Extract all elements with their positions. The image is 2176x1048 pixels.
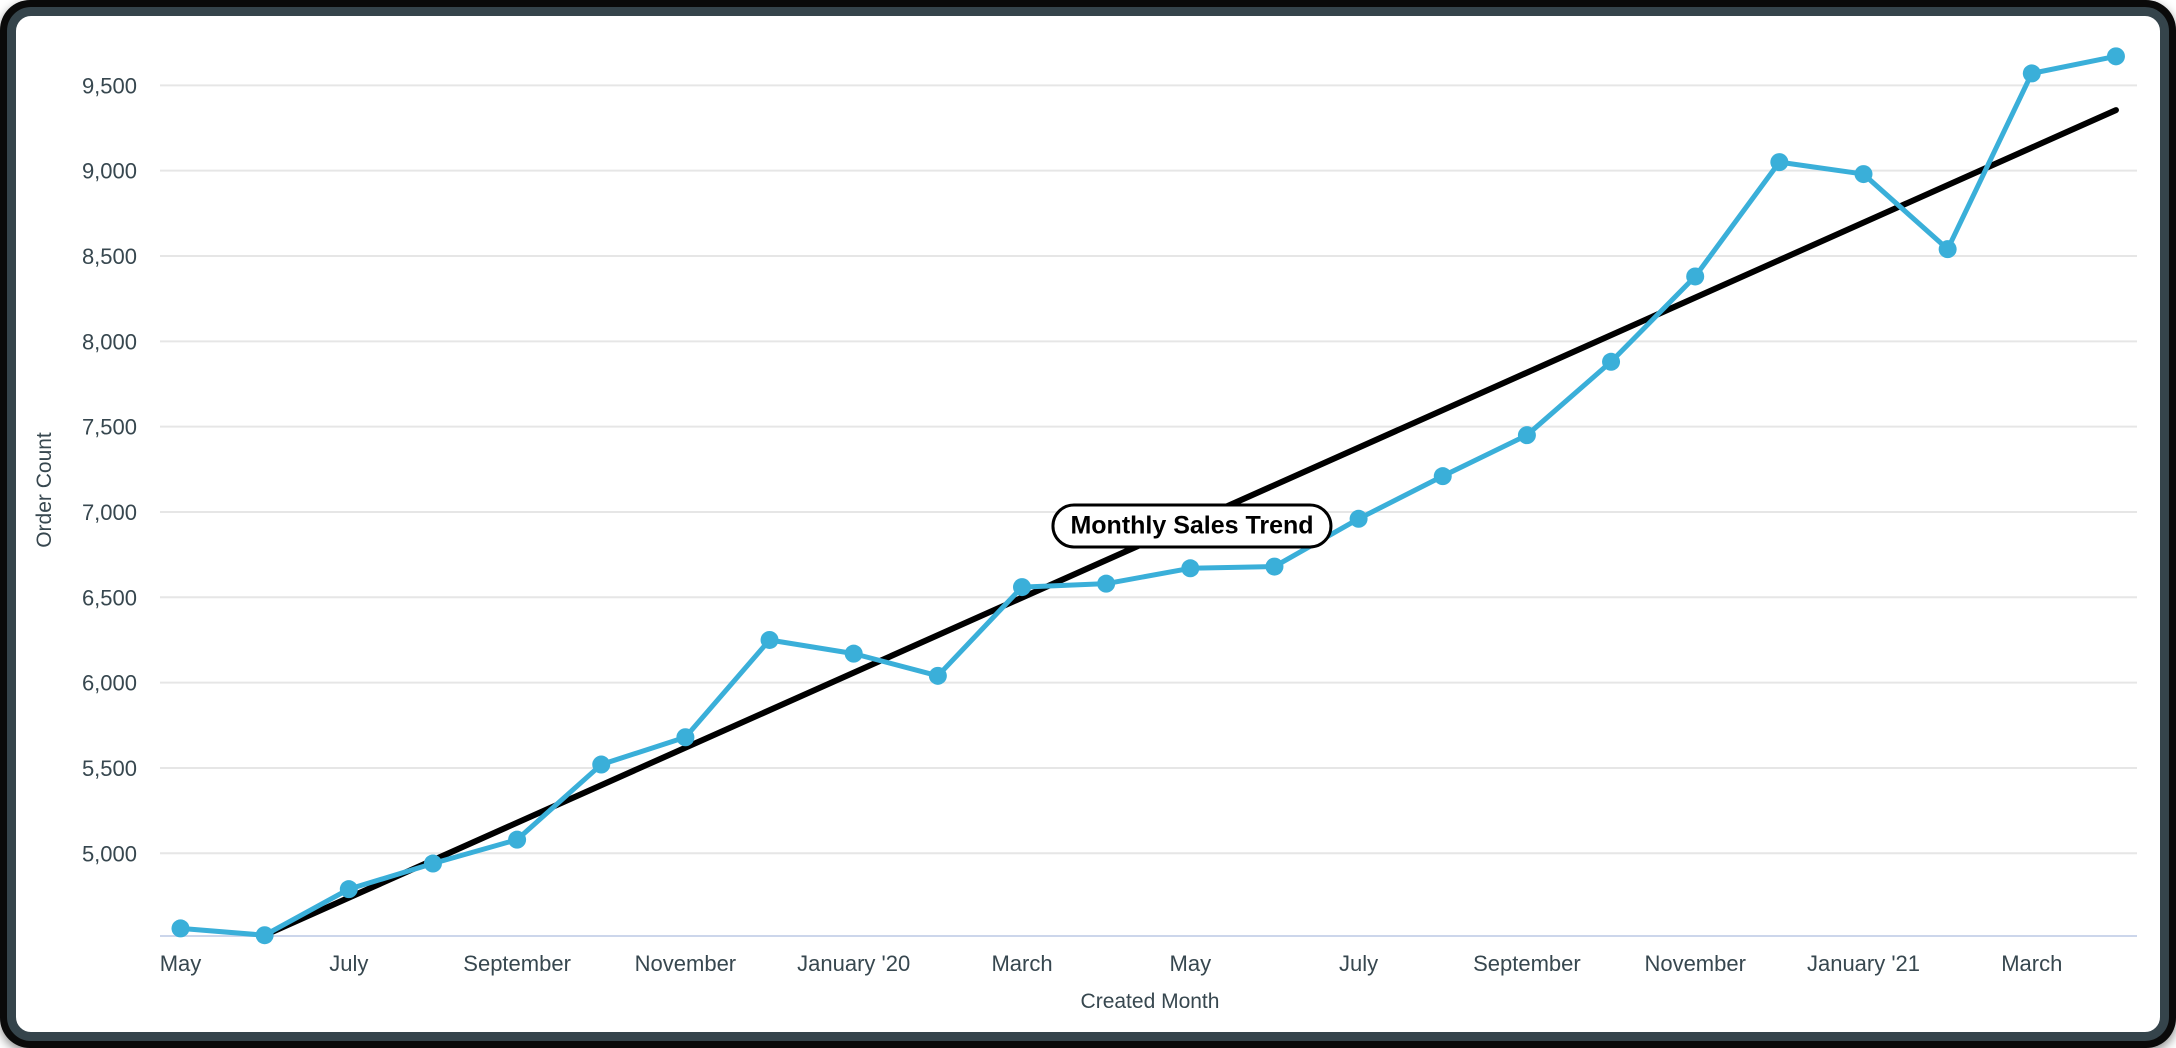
data-point[interactable] [1349, 509, 1368, 528]
x-tick-label: September [463, 951, 571, 976]
data-point[interactable] [1013, 578, 1031, 597]
y-tick-label: 7,000 [82, 500, 137, 525]
y-tick-label: 8,500 [82, 244, 137, 269]
x-tick-label: March [991, 951, 1052, 976]
data-point[interactable] [2022, 64, 2041, 83]
x-axis-title: Created Month [1080, 990, 1220, 1013]
y-axis-title: Order Count [33, 432, 56, 548]
data-point[interactable] [1686, 267, 1705, 286]
data-point[interactable] [339, 880, 358, 899]
data-point[interactable] [1938, 240, 1957, 259]
y-tick-label: 9,500 [82, 73, 137, 98]
data-point[interactable] [844, 644, 863, 663]
x-tick-label: July [1339, 951, 1378, 976]
data-point[interactable] [1517, 426, 1536, 445]
y-tick-label: 5,000 [82, 841, 137, 866]
data-point[interactable] [760, 630, 779, 649]
data-point[interactable] [423, 854, 442, 873]
data-point[interactable] [1602, 352, 1621, 371]
data-point[interactable] [592, 755, 611, 774]
data-point[interactable] [1097, 574, 1116, 593]
data-point[interactable] [2106, 47, 2125, 66]
data-point[interactable] [255, 926, 274, 945]
x-tick-label: November [1644, 951, 1745, 976]
y-tick-label: 8,000 [82, 329, 137, 354]
data-point[interactable] [1181, 559, 1200, 578]
y-tick-label: 6,500 [82, 585, 137, 610]
trend-annotation-label[interactable]: Monthly Sales Trend [1051, 503, 1333, 549]
data-point[interactable] [1854, 165, 1873, 184]
y-tick-label: 9,000 [82, 159, 137, 184]
data-point[interactable] [1770, 153, 1789, 172]
x-tick-label: January '21 [1807, 951, 1920, 976]
y-tick-label: 7,500 [82, 415, 137, 440]
y-tick-label: 6,000 [82, 671, 137, 696]
x-tick-label: September [1473, 951, 1581, 976]
x-tick-label: March [2001, 951, 2062, 976]
data-point[interactable] [676, 728, 695, 747]
data-point[interactable] [928, 666, 947, 685]
x-tick-label: November [635, 951, 736, 976]
x-tick-label: May [1170, 951, 1212, 976]
y-tick-label: 5,500 [82, 756, 137, 781]
x-tick-label: May [160, 951, 202, 976]
x-tick-label: January '20 [797, 951, 910, 976]
data-point[interactable] [171, 919, 190, 938]
data-point[interactable] [508, 830, 527, 849]
order-count-line[interactable] [178, 53, 2119, 938]
x-tick-label: July [329, 951, 368, 976]
data-point[interactable] [1265, 557, 1284, 576]
data-point[interactable] [1433, 467, 1452, 486]
